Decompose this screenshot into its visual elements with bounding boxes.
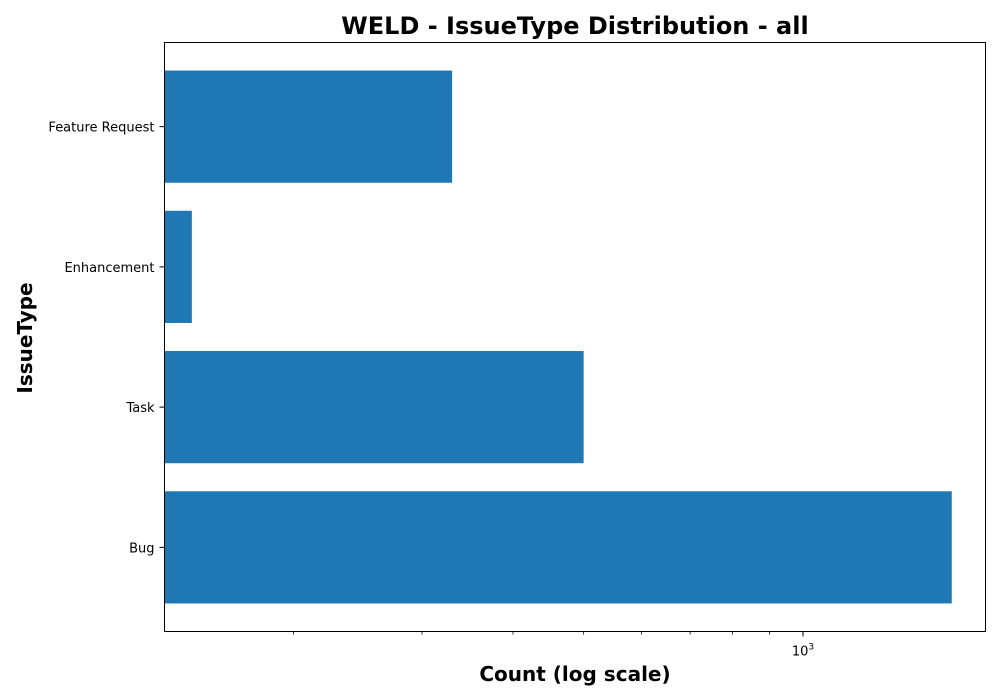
y-tick-label: Bug [129, 541, 154, 556]
bar-task [164, 351, 584, 464]
y-tick-label: Enhancement [64, 261, 154, 276]
x-tick-label-exponent: 3 [808, 643, 814, 653]
x-axis-label: Count (log scale) [479, 662, 670, 686]
plot-frame [164, 42, 986, 632]
bar-feature-request [164, 70, 453, 183]
bar-bug [164, 491, 952, 604]
chart-title: WELD - IssueType Distribution - all [341, 12, 808, 40]
bars-group [164, 70, 952, 604]
y-tick-label: Feature Request [48, 121, 154, 136]
x-tick-label: 103 [792, 643, 814, 660]
y-tick-label: Task [125, 401, 155, 416]
y-axis-ticks: Bug Task Enhancement Feature Request [48, 121, 165, 556]
x-axis-ticks: 103 [293, 631, 814, 660]
bar-enhancement [164, 210, 192, 323]
y-axis-label: IssueType [13, 282, 37, 393]
x-tick-label-base: 10 [792, 645, 809, 660]
